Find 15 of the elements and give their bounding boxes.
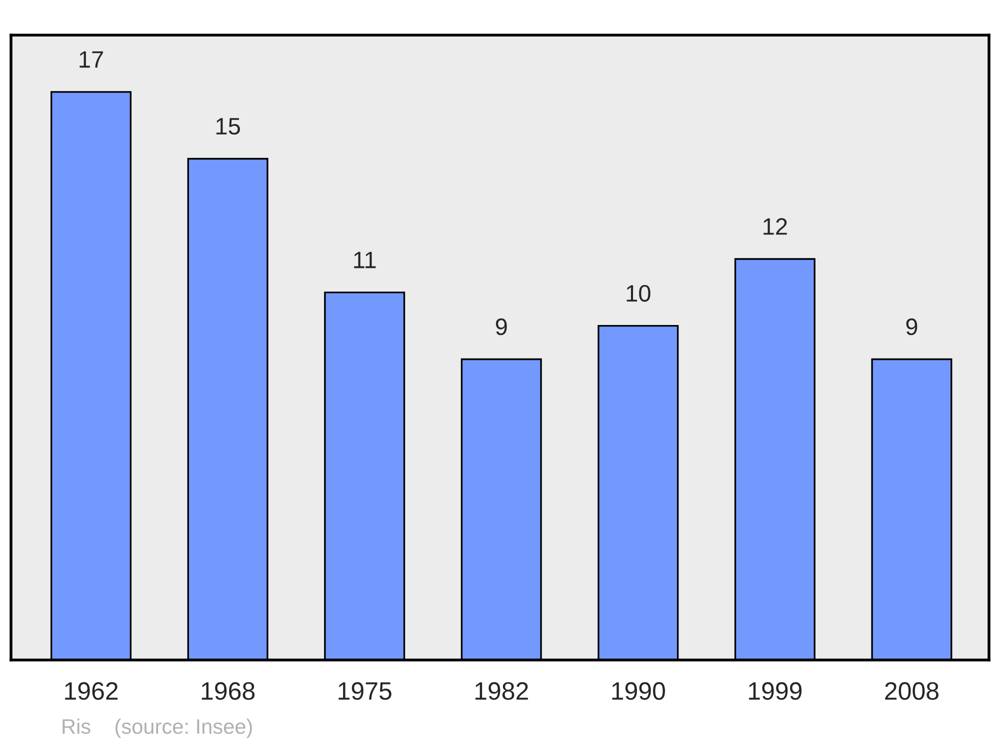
x-tick-label: 1982: [475, 682, 528, 700]
x-tick-label: 1962: [65, 682, 118, 700]
x-tick-label: 1999: [749, 682, 802, 700]
x-tick-label: 1968: [202, 682, 255, 700]
data-label: 15: [216, 118, 240, 135]
x-tick-label: 1975: [338, 682, 392, 700]
data-label: 11: [354, 252, 376, 268]
x-tick-label: 2008: [885, 682, 938, 700]
text: Ris (source: Insee): [62, 718, 252, 738]
x-tick-label: 1990: [612, 682, 665, 700]
data-label: 12: [764, 218, 787, 235]
data-label: 17: [80, 51, 103, 68]
data-label: 9: [496, 318, 507, 336]
data-label: 9: [906, 318, 918, 336]
data-label: 10: [626, 284, 650, 302]
